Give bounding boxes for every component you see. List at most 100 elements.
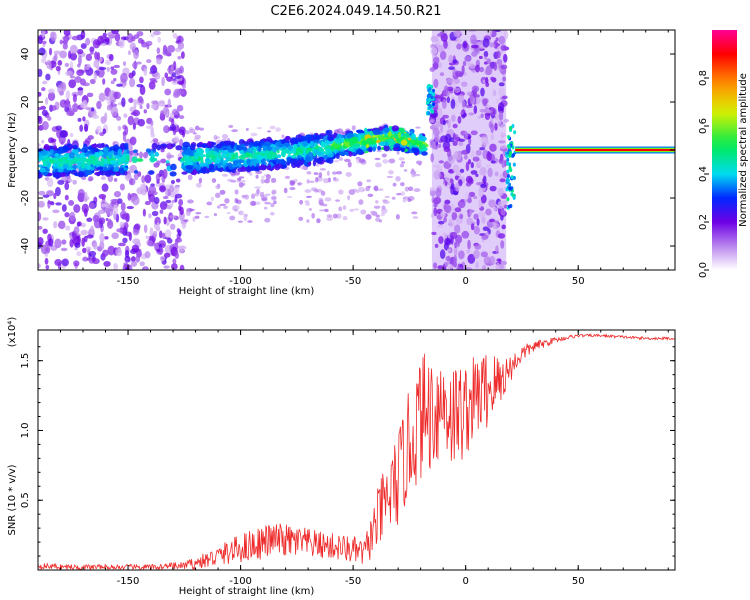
spectral-cell [471, 44, 479, 49]
y-tick-label: 40 [20, 48, 31, 61]
spectral-cell [502, 95, 508, 100]
spectral-cell [480, 251, 488, 258]
spectral-cell [88, 250, 97, 257]
spectral-cell [480, 113, 484, 119]
spectral-cell [473, 213, 479, 220]
spectral-cell [449, 178, 454, 184]
spectral-cell [263, 162, 267, 166]
spectral-cell [411, 134, 416, 140]
spectral-cell [459, 213, 464, 220]
spectral-cell [133, 34, 140, 39]
spectral-cell [141, 175, 146, 184]
spectral-cell [73, 144, 78, 150]
spectral-cell [96, 166, 103, 171]
spectral-cell [439, 50, 447, 61]
spectral-cell [466, 249, 471, 254]
spectral-cell [266, 152, 273, 160]
spectral-cell [335, 152, 340, 159]
spectral-cell [338, 136, 342, 144]
spectral-cell [249, 172, 253, 176]
spectral-cell [250, 193, 256, 200]
spectral-cell [156, 248, 161, 253]
spectral-cell [105, 59, 111, 66]
x-tick-label: -50 [345, 576, 361, 587]
spectral-cell [497, 87, 505, 97]
spectral-cell [402, 198, 407, 203]
spectral-cell [506, 169, 510, 174]
spectral-cell [474, 243, 482, 250]
spectral-cell [79, 158, 85, 162]
spectral-cell [429, 90, 433, 95]
y-axis-title: SNR (10 * v/v) [7, 464, 18, 535]
spectral-cell [388, 170, 394, 175]
spectral-cell [144, 251, 151, 259]
spectral-cell [96, 100, 102, 110]
spectral-cell [174, 193, 183, 199]
spectral-cell [80, 30, 86, 40]
spectral-cell [470, 170, 478, 175]
spectral-cell [77, 221, 82, 227]
spectral-cell [175, 67, 181, 76]
spectral-cell [165, 199, 172, 204]
spectral-cell [289, 187, 296, 191]
spectral-cell [114, 32, 121, 42]
spectral-cell [57, 158, 64, 163]
spectral-cell [324, 208, 329, 213]
spectral-cell [73, 260, 80, 267]
spectral-cell [332, 144, 341, 148]
spectral-cell [174, 238, 179, 245]
spectral-cell [169, 124, 177, 131]
spectral-cell [460, 111, 464, 115]
spectral-cell [166, 154, 175, 159]
spectral-cell [434, 98, 441, 104]
spectral-cell [221, 133, 229, 140]
spectral-cell [152, 138, 159, 143]
spectral-cell [136, 83, 144, 88]
spectral-cell [77, 117, 82, 122]
spectral-cell [508, 150, 512, 155]
spectral-cell [185, 210, 191, 217]
spectral-cell [270, 144, 276, 148]
spectral-cell [140, 183, 147, 191]
spectral-cell [318, 199, 324, 205]
spectral-cell [485, 164, 491, 168]
spectral-cell [306, 179, 310, 184]
spectral-cell [382, 159, 389, 164]
spectral-cell [280, 150, 286, 157]
spectral-cell [375, 214, 381, 218]
spectral-cell [110, 106, 119, 117]
spectral-cell [325, 147, 332, 154]
spectral-cell [162, 168, 168, 179]
y-tick-label: -20 [20, 190, 31, 206]
spectral-cell [80, 222, 86, 228]
spectral-cell [413, 188, 421, 193]
spectral-cell [442, 114, 449, 119]
spectral-cell [104, 37, 110, 43]
spectral-cell [433, 78, 439, 88]
spectral-cell [116, 228, 124, 233]
spectral-cell [72, 93, 77, 103]
spectral-cell [273, 146, 277, 154]
spectral-cell [210, 196, 214, 202]
spectral-cell [92, 242, 98, 250]
spectral-cell [109, 160, 117, 164]
spectral-cell [259, 191, 265, 198]
spectral-cell [105, 217, 109, 222]
spectral-cell [41, 109, 48, 117]
spectral-cell [444, 199, 451, 205]
spectral-cell [73, 158, 81, 162]
spectral-cell [334, 159, 340, 163]
spectral-cell [433, 262, 438, 269]
spectral-cell [437, 220, 445, 225]
spectral-cell [156, 57, 162, 65]
spectral-cell [418, 133, 423, 141]
spectral-cell [512, 175, 516, 180]
spectral-cell [59, 130, 68, 138]
spectral-cell [482, 175, 487, 185]
spectral-cell [270, 177, 277, 183]
spectral-cell [111, 30, 119, 35]
spectral-cell [481, 234, 489, 240]
spectral-cell [170, 263, 178, 270]
spectral-cell [427, 111, 431, 116]
spectral-cell [446, 77, 453, 83]
